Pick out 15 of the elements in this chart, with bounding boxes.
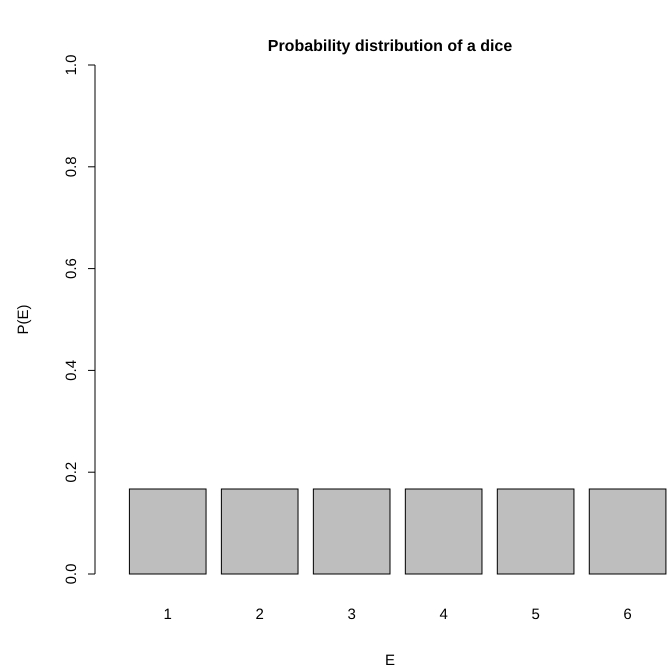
y-tick-label: 0.6: [63, 258, 80, 280]
x-tick-label: 1: [164, 606, 172, 623]
x-tick-label: 3: [348, 606, 356, 623]
x-tick-label: 2: [256, 606, 264, 623]
y-axis-title: P(E): [15, 304, 32, 334]
y-tick-label: 1.0: [63, 54, 80, 76]
x-tick-label: 5: [531, 606, 540, 623]
chart-title: Probability distribution of a dice: [268, 38, 512, 55]
y-tick-label: 0.8: [63, 156, 80, 178]
y-tick-label: 0.2: [63, 462, 80, 483]
y-tick-label: 0.0: [63, 564, 80, 584]
y-tick-label: 0.4: [63, 360, 80, 381]
x-axis-title: E: [384, 652, 396, 669]
x-tick-label: 4: [439, 606, 448, 623]
x-tick-label: 6: [623, 606, 632, 623]
